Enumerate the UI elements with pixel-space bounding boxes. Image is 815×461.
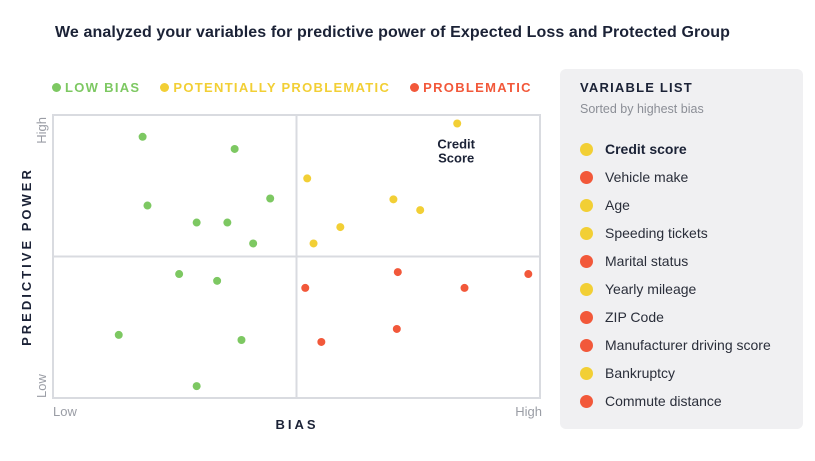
data-point-problematic (460, 283, 469, 292)
x-axis-title: BIAS (275, 417, 318, 432)
data-point-problematic (392, 324, 401, 333)
legend-label: POTENTIALLY PROBLEMATIC (173, 80, 391, 95)
page-title: We analyzed your variables for predictiv… (55, 24, 730, 41)
data-point-low (266, 194, 275, 203)
data-point-problematic (524, 270, 533, 279)
data-point-low (237, 335, 246, 344)
data-point-problematic (301, 283, 310, 292)
category-dot-icon (580, 254, 593, 268)
variable-label: Yearly mileage (605, 281, 697, 297)
y-axis-title: PREDICTIVE POWER (19, 167, 34, 346)
legend-label: LOW BIAS (65, 80, 141, 95)
data-point-low (138, 132, 147, 141)
data-point-low (223, 218, 232, 227)
category-dot-icon (580, 282, 593, 296)
variable-label: Vehicle make (605, 169, 689, 185)
variable-label: Speeding tickets (605, 225, 708, 241)
scatter-chart: Low High BIAS High Low PREDICTIVE POWER Credit… (19, 114, 542, 432)
variable-label: Age (605, 197, 630, 213)
category-dot-icon (580, 310, 593, 324)
y-axis-low-label: Low (34, 374, 49, 398)
legend-item-potentially-problematic: POTENTIALLY PROBLEMATIC (160, 80, 390, 95)
legend-dot-icon (410, 83, 420, 92)
data-point-low (192, 382, 201, 391)
x-axis-high-label: High (515, 404, 542, 419)
annotation-label: Score (438, 150, 474, 165)
variable-list-item: Manufacturer driving score (580, 331, 771, 359)
variable-list-item: Commute distance (580, 387, 771, 415)
data-point-potential (453, 119, 462, 128)
data-point-potential (416, 206, 425, 215)
chart-legend: LOW BIAS POTENTIALLY PROBLEMATIC PROBLEM… (52, 80, 552, 95)
variable-label: Manufacturer driving score (605, 337, 771, 353)
variable-list-item: Speeding tickets (580, 219, 771, 247)
data-point-potential (309, 239, 318, 248)
variable-list-subtitle: Sorted by highest bias (580, 102, 704, 116)
category-dot-icon (580, 198, 593, 212)
legend-item-low-bias: LOW BIAS (52, 80, 140, 95)
variable-list-item: Bankruptcy (580, 359, 771, 387)
category-dot-icon (580, 366, 593, 380)
category-dot-icon (580, 170, 593, 184)
variable-label: Credit score (605, 141, 687, 157)
data-point-problematic (393, 268, 402, 277)
variable-list-panel: VARIABLE LIST Sorted by highest bias Cre… (560, 69, 803, 429)
y-axis-high-label: High (34, 117, 49, 144)
legend-dot-icon (160, 83, 170, 92)
annotation-label: Credit (437, 136, 475, 151)
data-point-potential (389, 195, 398, 204)
legend-label: PROBLEMATIC (423, 80, 532, 95)
variable-label: Commute distance (605, 393, 722, 409)
legend-dot-icon (52, 83, 61, 92)
data-point-problematic (317, 337, 326, 346)
data-point-low (249, 239, 258, 248)
variable-list-title: VARIABLE LIST (580, 80, 693, 95)
data-point-low (114, 330, 123, 339)
data-point-low (192, 218, 201, 227)
variable-list-item: Credit score (580, 135, 771, 163)
data-point-low (230, 144, 239, 153)
x-axis-low-label: Low (53, 404, 77, 419)
data-point-low (175, 270, 184, 279)
category-dot-icon (580, 394, 593, 408)
variable-list-item: Vehicle make (580, 163, 771, 191)
variable-list-item: Marital status (580, 247, 771, 275)
variable-list-item: Age (580, 191, 771, 219)
variable-label: Marital status (605, 253, 689, 269)
category-dot-icon (580, 338, 593, 352)
variable-list-item: Yearly mileage (580, 275, 771, 303)
variable-list: Credit score Vehicle make Age Speeding tick… (580, 135, 771, 415)
data-point-low (143, 201, 152, 210)
variable-label: Bankruptcy (605, 365, 676, 381)
data-point-potential (303, 174, 312, 183)
data-point-low (213, 276, 222, 285)
variable-list-item: ZIP Code (580, 303, 771, 331)
legend-item-problematic: PROBLEMATIC (410, 80, 532, 95)
data-point-potential (336, 223, 345, 232)
category-dot-icon (580, 142, 593, 156)
category-dot-icon (580, 226, 593, 240)
variable-label: ZIP Code (605, 309, 664, 325)
